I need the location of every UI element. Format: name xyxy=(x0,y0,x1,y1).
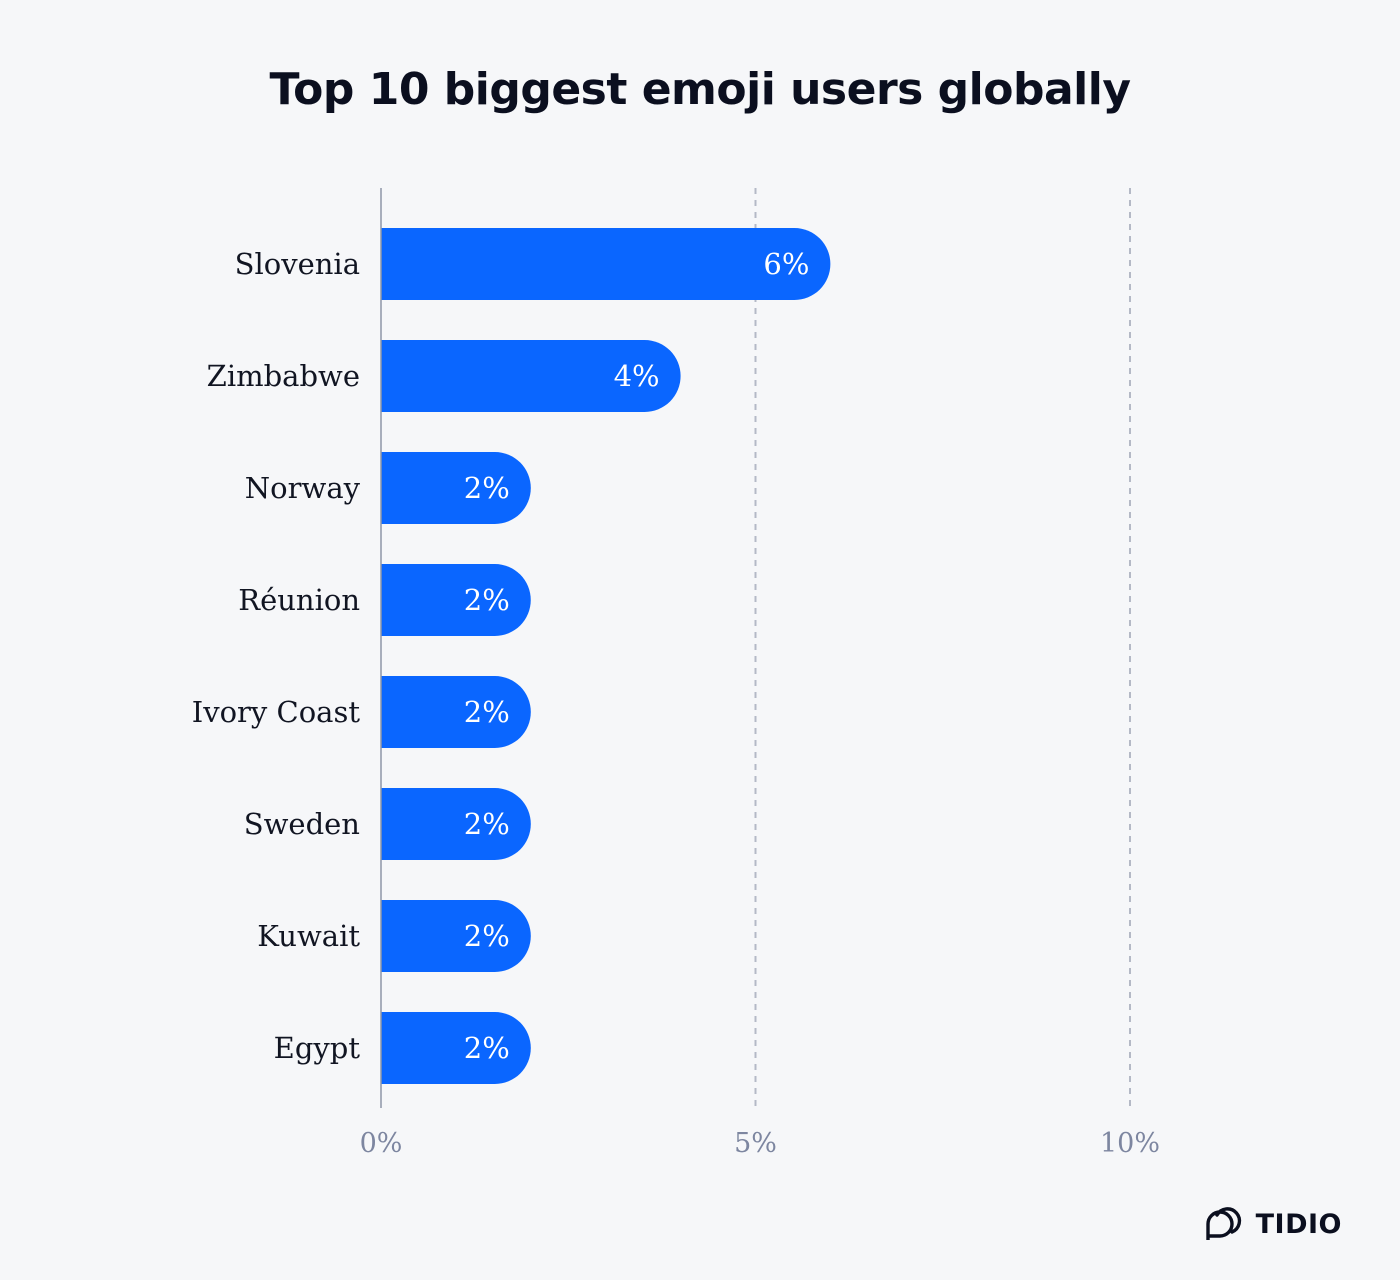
bar-value-label: 4% xyxy=(614,359,660,393)
category-label: Zimbabwe xyxy=(207,359,360,393)
x-tick-label: 5% xyxy=(734,1128,777,1159)
tidio-logo-icon xyxy=(1204,1200,1248,1248)
chart-title: Top 10 biggest emoji users globally xyxy=(269,64,1131,115)
category-label: Ivory Coast xyxy=(192,695,361,729)
bar-value-label: 2% xyxy=(464,583,510,617)
gridlines xyxy=(754,188,1131,1108)
category-labels: Slovenia Zimbabwe Norway Réunion Ivory Coast… xyxy=(192,247,361,1065)
category-label: Sweden xyxy=(244,807,360,841)
brand-name: TIDIO xyxy=(1255,1208,1342,1240)
bar-value-label: 2% xyxy=(464,471,510,505)
bar xyxy=(381,340,681,412)
category-label: Réunion xyxy=(238,583,360,617)
category-label: Kuwait xyxy=(257,919,360,953)
x-tick-label: 10% xyxy=(1100,1128,1160,1159)
bar xyxy=(381,228,831,300)
bar xyxy=(381,900,531,972)
bar-value-label: 2% xyxy=(464,695,510,729)
bar-value-label: 2% xyxy=(464,807,510,841)
category-label: Egypt xyxy=(274,1031,361,1065)
category-label: Norway xyxy=(245,471,361,505)
bar-value-label: 2% xyxy=(464,919,510,953)
bar-value-label: 6% xyxy=(763,247,809,281)
bar xyxy=(381,452,531,524)
category-label: Slovenia xyxy=(235,247,360,281)
brand-logo: TIDIO xyxy=(1204,1201,1342,1247)
bar xyxy=(381,1012,531,1084)
x-tick-labels: 0% 5% 10% xyxy=(360,1128,1160,1159)
x-tick-label: 0% xyxy=(360,1128,403,1159)
bar xyxy=(381,676,531,748)
bar xyxy=(381,564,531,636)
bar-value-label: 2% xyxy=(464,1031,510,1065)
bars: 6% 4% 2% 2% 2% 2% 2% 2% xyxy=(381,228,831,1084)
bar xyxy=(381,788,531,860)
